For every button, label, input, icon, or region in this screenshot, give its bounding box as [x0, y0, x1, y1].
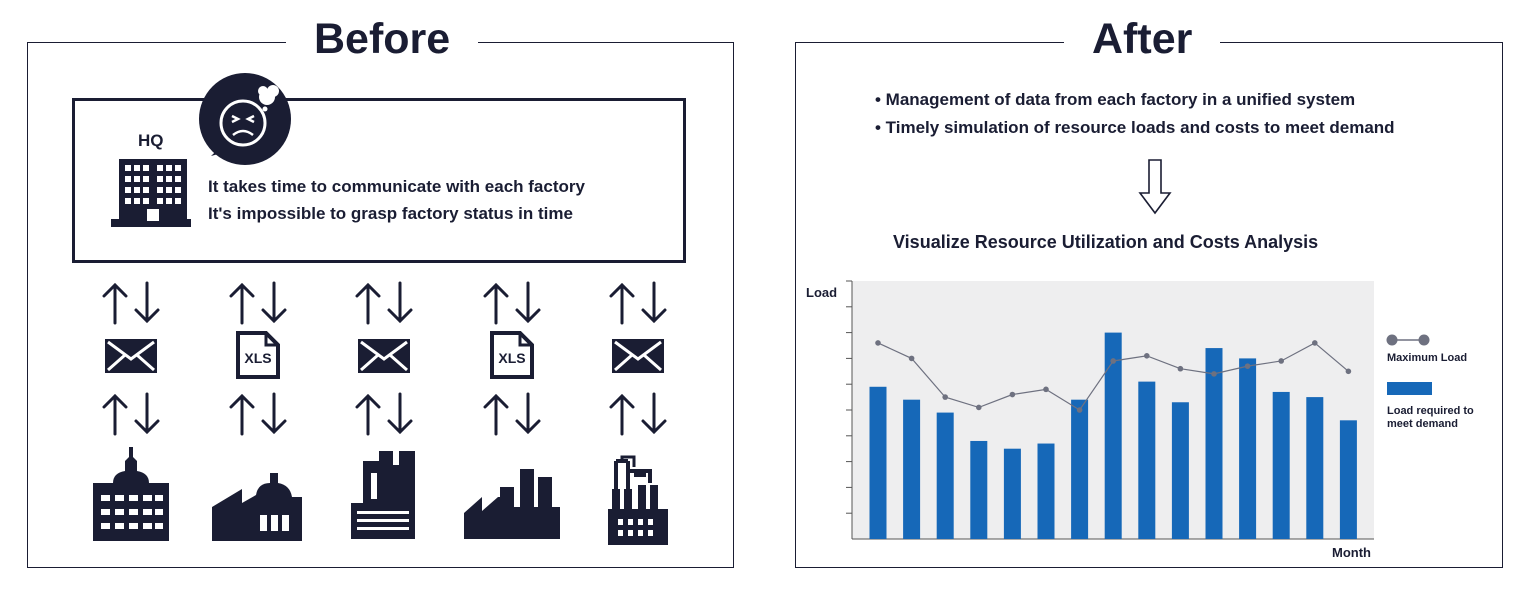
up-down-arrows-icon — [226, 392, 290, 441]
max-load-point — [1345, 368, 1352, 375]
demand-bar — [1037, 443, 1055, 539]
factory-sawtooth-icon — [212, 467, 304, 548]
max-load-point — [908, 355, 915, 362]
benefit-bullet-2: • Timely simulation of resource loads an… — [875, 118, 1395, 137]
up-down-arrows-icon — [606, 392, 670, 441]
xls-file-icon: XLS — [235, 330, 281, 385]
up-down-arrows-icon — [480, 281, 544, 330]
envelope-icon — [358, 339, 410, 378]
max-load-point — [1211, 371, 1217, 377]
y-axis-label: Load — [806, 285, 837, 300]
x-axis-label: Month — [1332, 545, 1371, 560]
envelope-icon — [612, 339, 664, 378]
up-down-arrows-icon — [226, 281, 290, 330]
hq-problem-2: It's impossible to grasp factory status … — [208, 204, 573, 223]
factory-plant-icon — [606, 455, 670, 552]
demand-bar — [1272, 391, 1290, 539]
after-title: After — [1064, 13, 1221, 65]
max-load-point — [1009, 391, 1016, 398]
demand-bar — [903, 399, 921, 539]
chart-title: Visualize Resource Utilization and Costs… — [893, 232, 1319, 252]
demand-bar — [1104, 332, 1122, 539]
envelope-icon — [105, 339, 157, 378]
sad-face-bubble-icon — [193, 71, 303, 176]
legend-max-load-label: Maximum Load — [1387, 352, 1467, 364]
after-panel: After • Management of data from each fac… — [795, 13, 1503, 568]
max-load-point — [1244, 363, 1251, 369]
xls-file-icon: XLS — [489, 330, 535, 385]
max-load-point — [1144, 353, 1150, 359]
hq-label: HQ — [138, 131, 164, 150]
max-load-point — [1177, 365, 1184, 372]
max-load-point — [1312, 340, 1318, 346]
hq-box: HQ It takes time to communicate with eac… — [72, 73, 686, 263]
demand-bar — [936, 412, 954, 539]
demand-bar — [970, 440, 988, 539]
benefit-bullet-1: • Management of data from each factory i… — [875, 90, 1356, 109]
hq-problem-1: It takes time to communicate with each f… — [208, 177, 585, 196]
max-load-point — [942, 394, 948, 400]
xls-label: XLS — [244, 350, 271, 366]
factory-domed-icon — [91, 447, 171, 548]
demand-bar — [1171, 402, 1189, 539]
max-load-point — [1278, 358, 1284, 364]
hq-building-icon — [111, 159, 191, 234]
max-load-point — [976, 404, 982, 411]
up-down-arrows-icon — [606, 281, 670, 330]
legend-demand-swatch — [1387, 382, 1432, 395]
demand-bar — [869, 386, 887, 539]
demand-bar — [1003, 448, 1021, 539]
max-load-point — [875, 340, 881, 346]
demand-bar — [1239, 358, 1257, 539]
up-down-arrows-icon — [99, 281, 163, 330]
demand-bar — [1205, 348, 1223, 539]
max-load-point — [1043, 386, 1049, 393]
legend-max-load-marker — [1386, 334, 1398, 346]
demand-bar — [1306, 397, 1324, 539]
before-panel: Before HQ It takes time to communicate w… — [27, 13, 734, 568]
up-down-arrows-icon — [352, 281, 416, 330]
up-down-arrows-icon — [99, 392, 163, 441]
factory-roofline-icon — [464, 467, 560, 546]
down-arrow-icon — [1138, 159, 1172, 220]
legend-demand-label: Load required to meet demand — [1387, 405, 1474, 430]
up-down-arrows-icon — [352, 392, 416, 441]
before-title: Before — [286, 13, 479, 65]
xls-label: XLS — [498, 350, 525, 366]
demand-bar — [1071, 399, 1089, 539]
demand-bar — [1339, 420, 1357, 539]
max-load-point — [1110, 358, 1116, 364]
max-load-point — [1076, 407, 1083, 413]
legend-max-load-marker — [1418, 334, 1430, 346]
demand-bar — [1138, 381, 1156, 539]
up-down-arrows-icon — [480, 392, 544, 441]
factory-chimney-icon — [349, 449, 419, 546]
